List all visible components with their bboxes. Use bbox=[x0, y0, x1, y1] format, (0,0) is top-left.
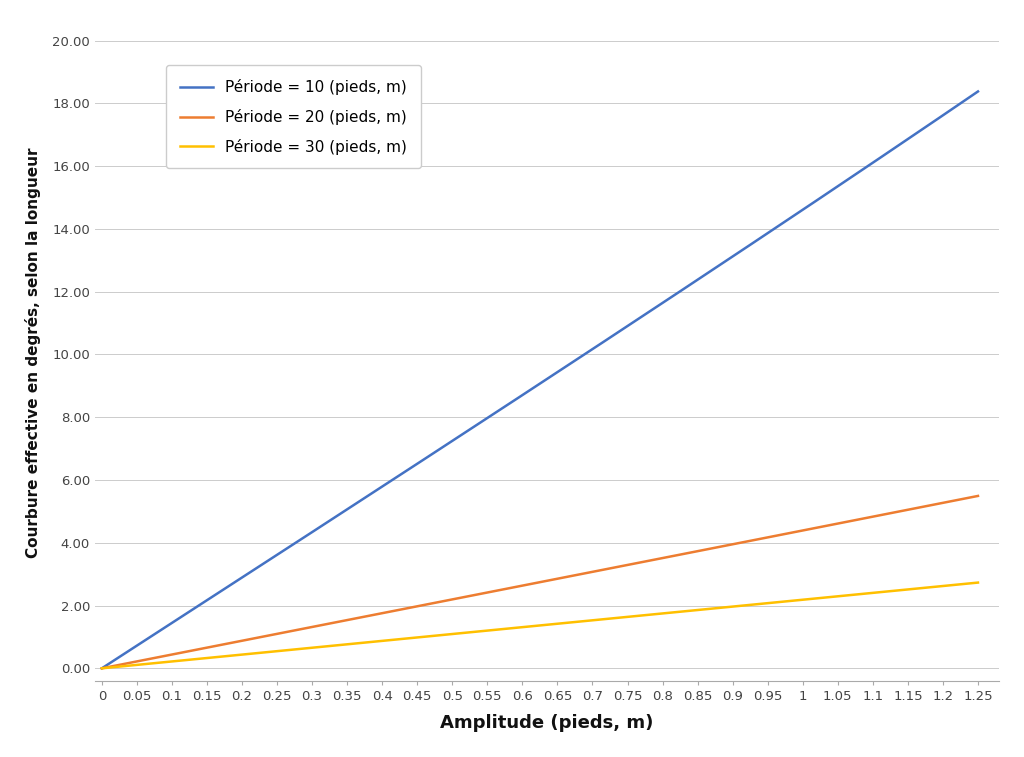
Période = 20 (pieds, m) bbox=[755, 534, 767, 544]
Période = 30 (pieds, m) bbox=[625, 612, 637, 621]
Période = 20 (pieds, m) bbox=[688, 547, 700, 556]
Legend: Période = 10 (pieds, m), Période = 20 (pieds, m), Période = 30 (pieds, m): Période = 10 (pieds, m), Période = 20 (p… bbox=[166, 65, 421, 168]
Période = 10 (pieds, m) bbox=[755, 233, 767, 242]
Période = 30 (pieds, m) bbox=[439, 630, 452, 639]
Période = 30 (pieds, m) bbox=[755, 600, 767, 609]
Période = 30 (pieds, m) bbox=[95, 664, 108, 673]
Période = 10 (pieds, m) bbox=[95, 664, 108, 673]
Line: Période = 30 (pieds, m): Période = 30 (pieds, m) bbox=[101, 583, 978, 668]
Période = 10 (pieds, m) bbox=[614, 326, 627, 335]
Période = 10 (pieds, m) bbox=[439, 441, 452, 450]
Période = 10 (pieds, m) bbox=[625, 319, 637, 329]
Période = 20 (pieds, m) bbox=[614, 562, 627, 571]
X-axis label: Amplitude (pieds, m): Amplitude (pieds, m) bbox=[440, 714, 653, 732]
Période = 20 (pieds, m) bbox=[439, 597, 452, 606]
Période = 30 (pieds, m) bbox=[614, 613, 627, 622]
Période = 20 (pieds, m) bbox=[496, 585, 508, 594]
Période = 30 (pieds, m) bbox=[496, 625, 508, 634]
Période = 30 (pieds, m) bbox=[972, 578, 984, 587]
Période = 20 (pieds, m) bbox=[625, 559, 637, 569]
Période = 10 (pieds, m) bbox=[496, 404, 508, 413]
Line: Période = 20 (pieds, m): Période = 20 (pieds, m) bbox=[101, 496, 978, 668]
Période = 10 (pieds, m) bbox=[688, 278, 700, 287]
Période = 20 (pieds, m) bbox=[95, 664, 108, 673]
Période = 10 (pieds, m) bbox=[972, 87, 984, 96]
Période = 30 (pieds, m) bbox=[688, 606, 700, 615]
Y-axis label: Courbure effective en degrés, selon la longueur: Courbure effective en degrés, selon la l… bbox=[25, 148, 41, 558]
Line: Période = 10 (pieds, m): Période = 10 (pieds, m) bbox=[101, 92, 978, 668]
Période = 20 (pieds, m) bbox=[972, 491, 984, 500]
